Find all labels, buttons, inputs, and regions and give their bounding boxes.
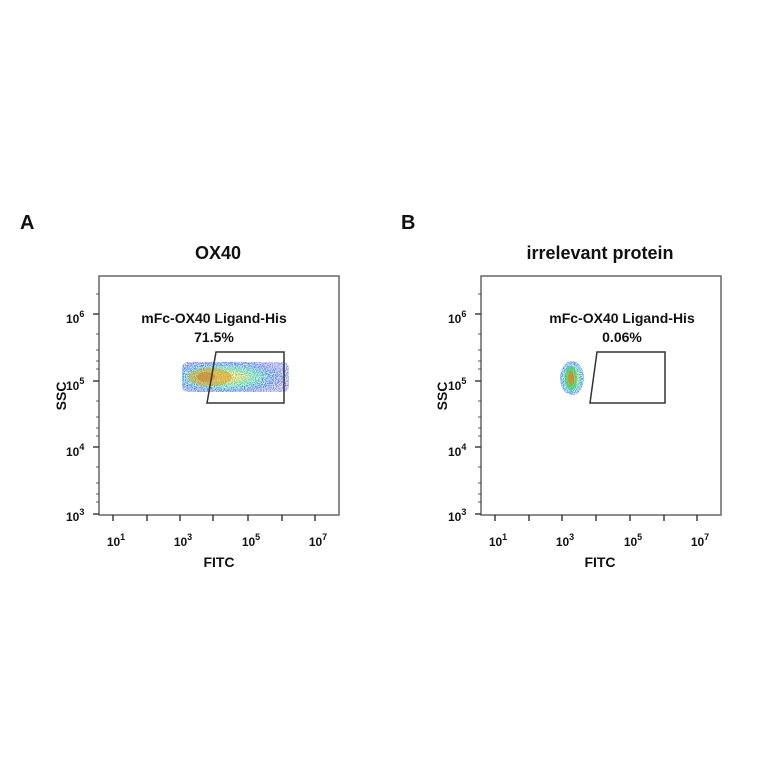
y-axis-label-b: SSC (434, 382, 450, 411)
svg-text:107: 107 (691, 532, 709, 549)
gate-label-a: mFc-OX40 Ligand-His (141, 310, 287, 326)
plot-frame-a (98, 275, 340, 516)
gate-percent-a: 71.5% (194, 329, 234, 345)
svg-text:103: 103 (174, 532, 192, 549)
svg-text:105: 105 (242, 532, 260, 549)
plot-b: mFc-OX40 Ligand-His 0.06% 106 105 104 10… (434, 275, 722, 570)
panel-letter-b: B (401, 212, 416, 234)
y-tick-labels-a: 106 105 104 103 (66, 309, 84, 524)
y-axis-b (475, 293, 481, 515)
x-tick-labels-b: 101 103 105 107 (489, 532, 709, 549)
svg-text:107: 107 (309, 532, 327, 549)
svg-text:103: 103 (556, 532, 574, 549)
svg-text:104: 104 (448, 442, 466, 459)
svg-text:106: 106 (448, 309, 466, 326)
cell-population-a (182, 362, 289, 392)
svg-text:101: 101 (489, 532, 507, 549)
x-axis-b (494, 515, 698, 521)
gate-a (206, 351, 285, 404)
svg-text:105: 105 (448, 376, 466, 393)
panel-title-b: irrelevant protein (526, 243, 674, 263)
x-axis-label-b: FITC (584, 554, 615, 570)
svg-text:103: 103 (448, 507, 466, 524)
svg-text:104: 104 (66, 442, 84, 459)
panel-letter-a: A (20, 212, 35, 234)
y-axis-label-a: SSC (53, 382, 69, 411)
panel-title-a: OX40 (194, 243, 242, 263)
x-tick-labels-a: 101 103 105 107 (107, 532, 327, 549)
svg-text:103: 103 (66, 507, 84, 524)
svg-text:105: 105 (624, 532, 642, 549)
gate-label-b: mFc-OX40 Ligand-His (549, 310, 695, 326)
gate-percent-b: 0.06% (602, 329, 642, 345)
gate-b (589, 351, 666, 404)
cell-population-b (560, 361, 584, 395)
svg-text:106: 106 (66, 309, 84, 326)
svg-text:101: 101 (107, 532, 125, 549)
y-tick-labels-b: 106 105 104 103 (448, 309, 466, 524)
x-axis-a (112, 515, 316, 521)
y-axis-a (93, 293, 99, 515)
plot-a: mFc-OX40 Ligand-His 71.5% 106 105 104 10… (53, 275, 340, 570)
x-axis-label-a: FITC (203, 554, 234, 570)
plot-frame-b (480, 275, 722, 516)
